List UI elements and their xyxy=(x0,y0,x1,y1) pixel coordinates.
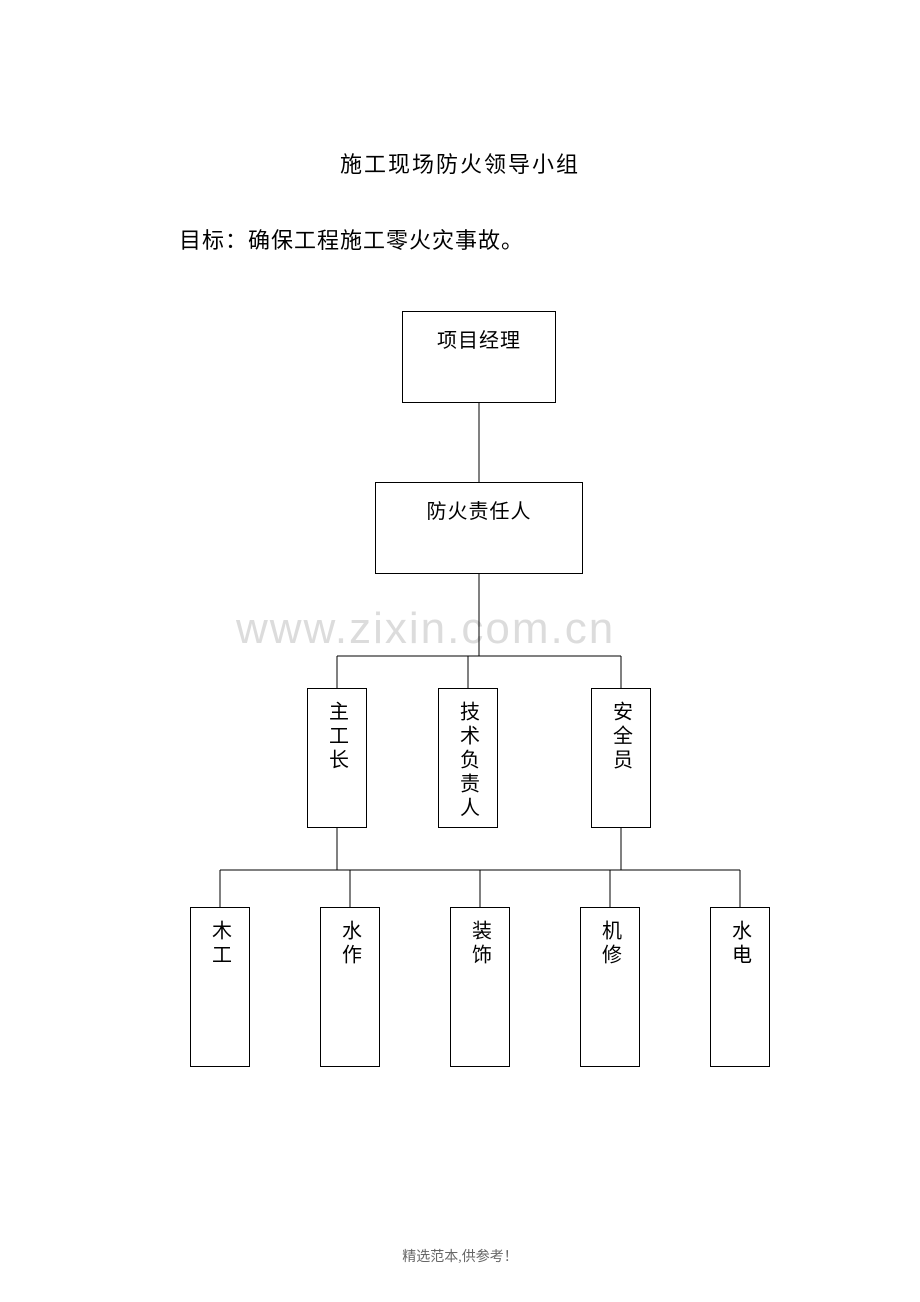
node-safety-officer: 安全员 xyxy=(591,688,651,828)
node-tech-lead: 技术负责人 xyxy=(438,688,498,828)
node-mechanic: 机修 xyxy=(580,907,640,1067)
node-mechanic-label: 机修 xyxy=(596,920,625,968)
node-foreman-label: 主工长 xyxy=(323,701,352,773)
footer: 精选范本,供参考！ xyxy=(0,1246,920,1266)
page-title-text: 施工现场防火领导小组 xyxy=(340,152,580,177)
node-tech-lead-label: 技术负责人 xyxy=(454,701,483,821)
node-plumbing-electric-label: 水电 xyxy=(726,920,755,968)
node-decoration-label: 装饰 xyxy=(466,920,495,968)
footer-text: 精选范本,供参考！ xyxy=(402,1250,518,1265)
node-foreman: 主工长 xyxy=(307,688,367,828)
node-carpentry-label: 木工 xyxy=(206,920,235,968)
subtitle: 目标：确保工程施工零火灾事故。 xyxy=(179,223,524,255)
watermark: www.zixin.com.cn xyxy=(236,604,615,654)
node-waterwork: 水作 xyxy=(320,907,380,1067)
node-safety-officer-label: 安全员 xyxy=(607,701,636,773)
node-project-manager-label: 项目经理 xyxy=(437,324,521,353)
page-title: 施工现场防火领导小组 xyxy=(0,147,920,179)
node-carpentry: 木工 xyxy=(190,907,250,1067)
node-plumbing-electric: 水电 xyxy=(710,907,770,1067)
node-decoration: 装饰 xyxy=(450,907,510,1067)
node-waterwork-label: 水作 xyxy=(336,920,365,968)
subtitle-text: 目标：确保工程施工零火灾事故。 xyxy=(179,228,524,253)
watermark-text: www.zixin.com.cn xyxy=(236,604,615,653)
node-fire-officer-label: 防火责任人 xyxy=(427,495,532,524)
node-fire-officer: 防火责任人 xyxy=(375,482,583,574)
node-project-manager: 项目经理 xyxy=(402,311,556,403)
